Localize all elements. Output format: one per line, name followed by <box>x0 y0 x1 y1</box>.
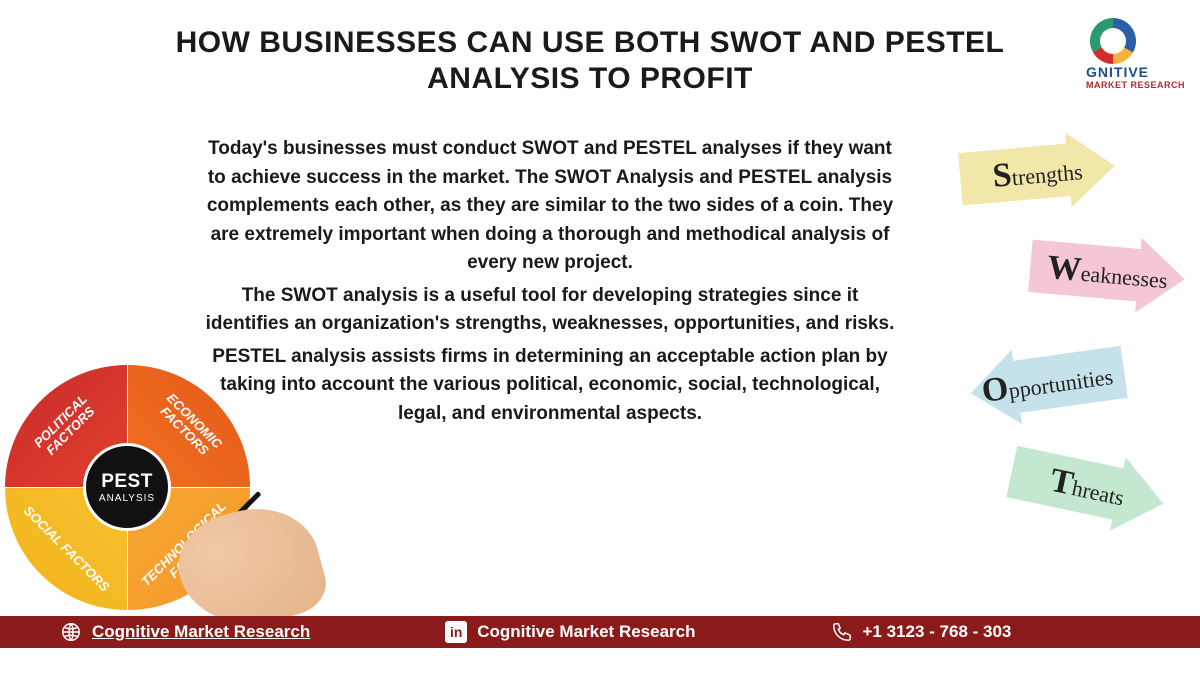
body-paragraph: The SWOT analysis is a useful tool for d… <box>200 282 900 339</box>
footer-website[interactable]: Cognitive Market Research <box>30 621 340 643</box>
footer-linkedin[interactable]: in Cognitive Market Research <box>415 621 725 643</box>
phone-icon <box>831 621 853 643</box>
logo-text-line2: MARKET RESEARCH <box>1086 80 1185 90</box>
footer-bar: Cognitive Market Research in Cognitive M… <box>0 616 1200 648</box>
body-paragraph: Today's businesses must conduct SWOT and… <box>200 135 900 278</box>
body-paragraph: PESTEL analysis assists firms in determi… <box>200 343 900 429</box>
globe-icon <box>60 621 82 643</box>
swot-arrow-weaknesses: Weaknesses <box>1027 228 1188 316</box>
linkedin-icon: in <box>445 621 467 643</box>
swot-arrow-threats: Threats <box>1004 435 1171 541</box>
logo-mark-icon <box>1090 18 1136 64</box>
body-copy: Today's businesses must conduct SWOT and… <box>200 135 900 432</box>
swot-arrow-strengths: Strengths <box>957 128 1118 216</box>
page-title: HOW BUSINESSES CAN USE BOTH SWOT AND PES… <box>160 25 1020 97</box>
footer-phone[interactable]: +1 3123 - 768 - 303 <box>801 621 1042 643</box>
swot-arrow-group: Strengths Weaknesses Opportunities Threa… <box>930 135 1190 555</box>
company-logo: GNITIVE MARKET RESEARCH <box>1090 18 1190 78</box>
logo-text-line1: GNITIVE <box>1086 64 1185 80</box>
pest-center-label: PEST ANALYSIS <box>83 443 171 531</box>
swot-arrow-opportunities: Opportunities <box>966 335 1130 431</box>
